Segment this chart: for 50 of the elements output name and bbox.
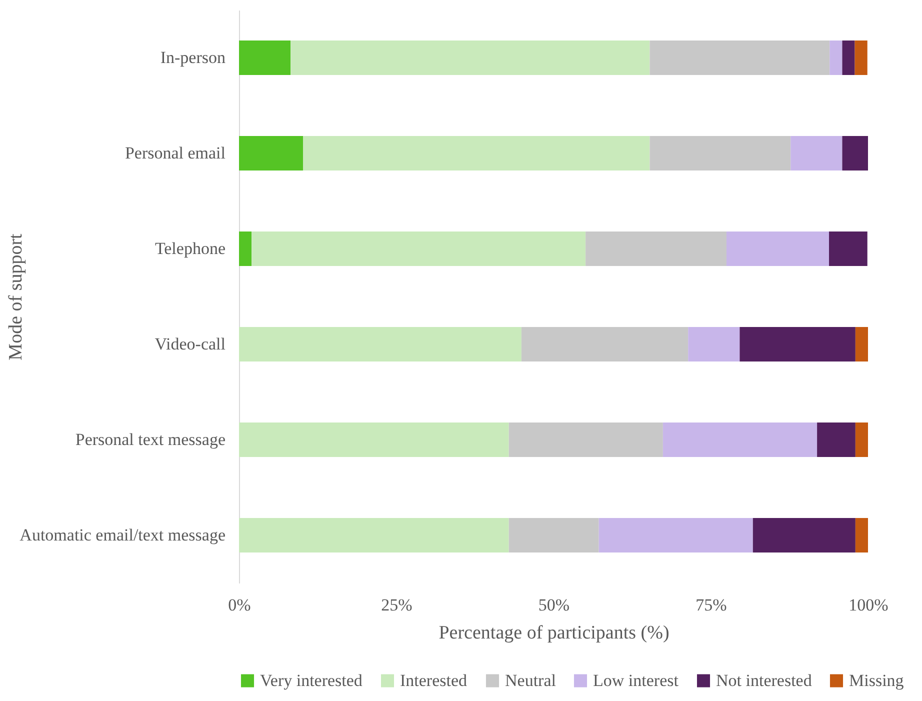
bar	[688, 327, 740, 362]
bar	[855, 327, 868, 362]
y-tick-label: Personal email	[124, 143, 226, 162]
bar	[650, 136, 791, 170]
legend-label: Very interested	[260, 670, 363, 690]
bar	[662, 422, 818, 457]
bar	[508, 518, 599, 552]
x-tick-label: 25%	[381, 596, 412, 614]
bar	[508, 422, 663, 457]
bar	[239, 40, 291, 75]
legend-label: Not interested	[716, 670, 812, 690]
y-tick-label: In-person	[160, 48, 226, 67]
y-tick-label: Video-call	[154, 334, 226, 354]
bar	[239, 136, 304, 170]
legend-label: Low interest	[593, 670, 679, 690]
x-tick-label: 75%	[696, 596, 727, 614]
bar	[239, 327, 522, 362]
legend-label: Missing	[849, 670, 904, 690]
bar	[830, 40, 842, 75]
bar	[726, 232, 829, 266]
bar	[290, 40, 650, 75]
bar	[829, 232, 868, 266]
bar	[790, 136, 842, 170]
y-tick-label: Personal text message	[75, 430, 226, 449]
bar	[586, 232, 726, 266]
x-axis-title: Percentage of participants (%)	[438, 622, 670, 644]
bar	[252, 232, 586, 266]
legend-label: Neutral	[505, 670, 556, 690]
bar	[817, 422, 856, 457]
bar	[521, 327, 688, 362]
bar	[598, 518, 753, 552]
bar	[239, 422, 509, 457]
bar	[303, 136, 650, 170]
y-tick-label: Telephone	[154, 238, 226, 258]
bar	[855, 518, 868, 552]
bar	[239, 232, 252, 266]
bar	[855, 422, 868, 457]
bar	[842, 40, 855, 75]
bar	[740, 327, 856, 362]
y-axis-title: Mode of support	[6, 232, 26, 360]
legend-label: Interested	[400, 670, 468, 690]
x-tick-label: 50%	[538, 596, 570, 614]
x-tick-label: 0%	[228, 596, 251, 614]
x-tick-label: 100%	[848, 596, 888, 614]
bar	[239, 518, 509, 552]
bar	[854, 40, 868, 75]
bar	[752, 518, 856, 552]
bar	[650, 40, 830, 75]
y-tick-label: Automatic email/text message	[20, 525, 226, 544]
bar	[842, 136, 868, 170]
